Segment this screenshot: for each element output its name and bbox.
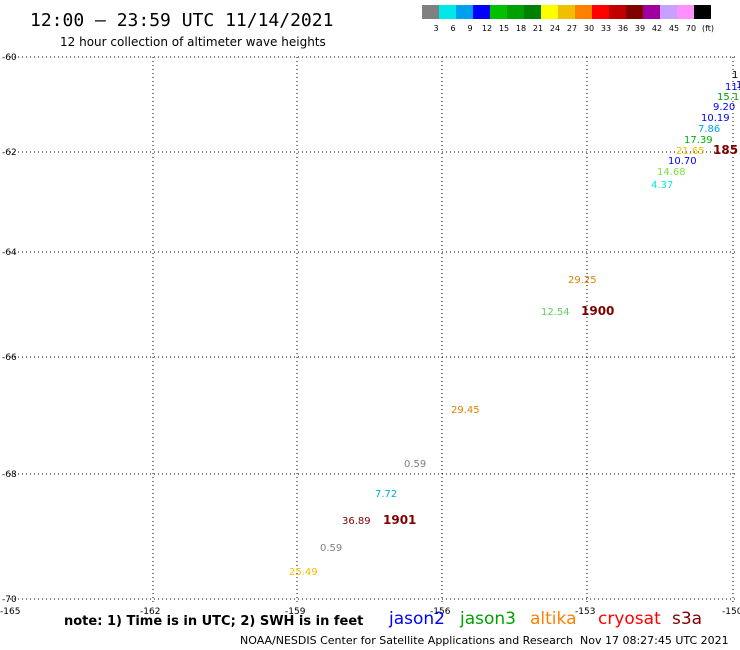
cycle-label: 1901 bbox=[383, 513, 416, 527]
color-scale-swatch bbox=[490, 5, 507, 19]
color-scale-label: 6 bbox=[450, 24, 455, 33]
color-scale-swatch bbox=[507, 5, 524, 19]
color-scale-label: 45 bbox=[669, 24, 679, 33]
swh-observation: 14.68 bbox=[657, 167, 686, 178]
map-title: 12:00 – 23:59 UTC 11/14/2021 bbox=[30, 10, 333, 31]
color-scale-swatch bbox=[558, 5, 575, 19]
color-scale-label: 21 bbox=[533, 24, 543, 33]
lat-label: -62 bbox=[2, 148, 17, 158]
color-scale-legend: 3 6 9 12 15 18 21 24 27 30 33 36 39 42 45 70 (ft) bbox=[422, 5, 714, 33]
color-scale-swatch bbox=[592, 5, 609, 19]
swh-observation: 29.45 bbox=[451, 405, 480, 416]
swh-observation: 11. bbox=[725, 82, 740, 93]
lat-lon-grid bbox=[10, 56, 738, 605]
color-scale-label: 42 bbox=[652, 24, 662, 33]
swh-observation: 7.72 bbox=[375, 489, 397, 500]
color-scale-swatch bbox=[439, 5, 456, 19]
map-subtitle: 12 hour collection of altimeter wave hei… bbox=[60, 35, 326, 49]
lat-label: -70 bbox=[2, 595, 17, 605]
lat-label: -60 bbox=[2, 53, 17, 63]
cycle-label: 1900 bbox=[581, 304, 614, 318]
satellite-legend-s3a: s3a bbox=[672, 609, 702, 629]
color-scale-label: (ft) bbox=[702, 24, 714, 33]
swh-observation: 0.59 bbox=[320, 543, 342, 554]
lat-label: -64 bbox=[2, 248, 17, 258]
color-scale-label: 3 bbox=[433, 24, 438, 33]
swh-observation: 9.20 bbox=[713, 102, 735, 113]
satellite-legend-altika: altika bbox=[530, 609, 577, 629]
swh-observation: 36.89 bbox=[342, 516, 371, 527]
lat-label: -66 bbox=[2, 353, 17, 363]
swh-observation: 21.65 bbox=[676, 146, 705, 157]
color-scale-label: 70 bbox=[686, 24, 696, 33]
timestamp: Nov 17 08:27:45 UTC 2021 bbox=[580, 634, 729, 647]
lon-label: -165 bbox=[0, 607, 20, 617]
color-scale-swatch bbox=[643, 5, 660, 19]
color-scale-swatch bbox=[660, 5, 677, 19]
color-scale-swatch bbox=[694, 5, 711, 19]
color-scale-swatch bbox=[609, 5, 626, 19]
color-scale-label: 9 bbox=[467, 24, 472, 33]
swh-observation: 10.70 bbox=[668, 156, 697, 167]
satellite-legend-cryosat: cryosat bbox=[598, 609, 661, 629]
cycle-label: 185 bbox=[713, 143, 738, 157]
color-scale-swatch bbox=[626, 5, 643, 19]
color-scale-label: 12 bbox=[482, 24, 492, 33]
swh-observation: 1 bbox=[732, 70, 738, 81]
swh-observation: 0.59 bbox=[404, 459, 426, 470]
lon-label: -150 bbox=[722, 607, 740, 617]
color-scale-swatch bbox=[524, 5, 541, 19]
lon-label: -153 bbox=[575, 607, 595, 617]
color-scale-swatch bbox=[677, 5, 694, 19]
swh-observation: 1 bbox=[736, 80, 740, 91]
swh-observation: 4.37 bbox=[651, 180, 673, 191]
swh-observation: 10.19 bbox=[701, 113, 730, 124]
swh-observation: 12.54 bbox=[541, 307, 570, 318]
swh-observation: 15.1 bbox=[717, 92, 739, 103]
footer-note: note: 1) Time is in UTC; 2) SWH is in fe… bbox=[64, 614, 363, 629]
color-scale-label: 30 bbox=[584, 24, 594, 33]
color-scale-label: 24 bbox=[550, 24, 560, 33]
color-scale-label: 15 bbox=[499, 24, 509, 33]
lon-label: -159 bbox=[285, 607, 306, 617]
color-scale-label: 39 bbox=[635, 24, 645, 33]
color-scale-label: 33 bbox=[601, 24, 611, 33]
satellite-legend-jason3: jason3 bbox=[459, 609, 516, 629]
credit-line: NOAA/NESDIS Center for Satellite Applica… bbox=[240, 634, 573, 647]
lon-label: -162 bbox=[140, 607, 160, 617]
lon-label: -156 bbox=[430, 607, 451, 617]
color-scale-swatch bbox=[575, 5, 592, 19]
satellite-legend-jason2: jason2 bbox=[388, 609, 445, 629]
color-scale-swatch bbox=[541, 5, 558, 19]
swh-observation: 29.25 bbox=[568, 275, 597, 286]
lat-label: -68 bbox=[2, 470, 17, 480]
swh-observation: 7.86 bbox=[698, 124, 720, 135]
color-scale-swatch bbox=[456, 5, 473, 19]
color-scale-swatch bbox=[473, 5, 490, 19]
swh-observation: 25.49 bbox=[289, 567, 318, 578]
swh-observation: 17.39 bbox=[684, 135, 713, 146]
color-scale-label: 18 bbox=[516, 24, 526, 33]
color-scale-label: 36 bbox=[618, 24, 628, 33]
color-scale-label: 27 bbox=[567, 24, 577, 33]
color-scale-swatch bbox=[422, 5, 439, 19]
